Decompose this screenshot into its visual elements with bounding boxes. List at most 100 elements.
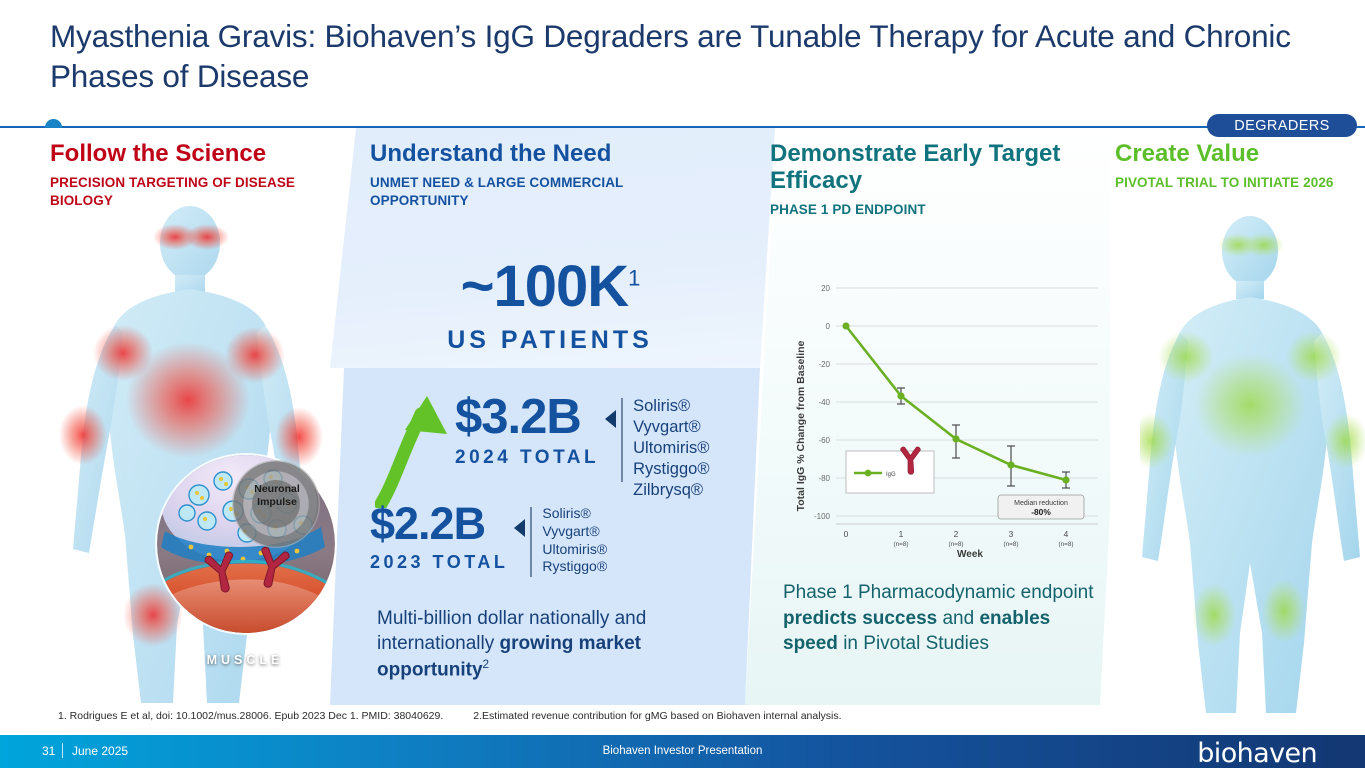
list-item: Ultomiris® bbox=[542, 540, 608, 557]
list-item: Zilbrysq® bbox=[633, 480, 704, 499]
footer-deck-title: Biohaven Investor Presentation bbox=[602, 745, 763, 757]
svg-text:-20: -20 bbox=[818, 360, 830, 369]
svg-text:-80%: -80% bbox=[1031, 507, 1051, 517]
svg-text:-80: -80 bbox=[818, 474, 830, 483]
list-item: Soliris® bbox=[542, 505, 591, 521]
revenue-2023-amount: $2.2B bbox=[370, 498, 486, 549]
us-patients-stat: ~100K1 US PATIENTS bbox=[380, 258, 720, 355]
svg-text:20: 20 bbox=[821, 284, 830, 293]
igg-reduction-line-chart: 20 0 -20 -40 -60 -80 -100 Total IgG % Ch… bbox=[795, 284, 1098, 558]
list-item: Rystiggo® bbox=[633, 459, 710, 478]
list-item: Ultomiris® bbox=[633, 438, 710, 457]
footnotes: 1. Rodrigues E et al, doi: 10.1002/mus.2… bbox=[58, 710, 1058, 722]
caret-left-icon bbox=[605, 410, 617, 428]
divider bbox=[530, 507, 533, 577]
column-heading: Follow the Science bbox=[50, 140, 267, 167]
caption-part2: and bbox=[937, 607, 980, 629]
column-header-understand-the-need: Understand the Need UNMET NEED & LARGE C… bbox=[370, 140, 720, 209]
svg-text:-60: -60 bbox=[818, 436, 830, 445]
svg-text:Median reduction: Median reduction bbox=[1014, 500, 1068, 507]
market-footnote-marker: 2 bbox=[482, 657, 490, 671]
svg-text:(n=8): (n=8) bbox=[1003, 541, 1018, 548]
svg-text:(n=8): (n=8) bbox=[1058, 541, 1073, 548]
chart-gridlines bbox=[836, 287, 1098, 517]
chart-legend: IgG bbox=[845, 446, 935, 494]
footer-separator bbox=[62, 743, 63, 758]
biohaven-logo: biohaven bbox=[1197, 738, 1317, 769]
svg-text:4: 4 bbox=[1064, 529, 1069, 539]
header-divider-line bbox=[0, 126, 1365, 128]
status-badge: DEGRADERS bbox=[1207, 114, 1357, 137]
chart-x-axis-label: Week bbox=[957, 549, 983, 558]
human-body-red-hotspots-illustration bbox=[59, 206, 323, 703]
impulse-label-line1: Neuronal bbox=[254, 483, 300, 495]
column-panel-need-top bbox=[330, 128, 775, 368]
column-heading: Understand the Need bbox=[370, 140, 612, 167]
revenue-2023-text: $2.2B 2023 TOTAL bbox=[370, 498, 509, 573]
footnote-1: 1. Rodrigues E et al, doi: 10.1002/mus.2… bbox=[58, 710, 444, 722]
svg-text:(n=8): (n=8) bbox=[893, 541, 908, 548]
list-item: Vyvgart® bbox=[633, 417, 701, 436]
human-body-green-highlights-illustration bbox=[1140, 216, 1365, 713]
caret-left-icon bbox=[514, 519, 526, 537]
column-panel-efficacy bbox=[745, 128, 1130, 705]
revenue-2024-text: $3.2B 2024 TOTAL bbox=[455, 390, 600, 469]
neuronal-impulse-label: Neuronal Impulse bbox=[239, 483, 315, 509]
drug-list-2023: Soliris® Vyvgart® Ultomiris® Rystiggo® bbox=[542, 505, 607, 576]
revenue-2024-amount: $3.2B bbox=[455, 390, 582, 444]
caption-bold1: predicts success bbox=[783, 607, 938, 629]
market-text-bold: growing market opportunity bbox=[377, 633, 642, 680]
svg-text:IgG: IgG bbox=[886, 472, 896, 478]
column-header-demonstrate-early-target-efficacy: Demonstrate Early Target Efficacy PHASE … bbox=[770, 140, 1070, 219]
chart-xtick-labels: 0 1 (n=8) 2 (n=8) 3 (n=8) 4 (n=8) bbox=[844, 529, 1074, 548]
column-panel-need-bottom bbox=[330, 368, 760, 705]
list-item: Soliris® bbox=[633, 397, 691, 415]
footer-date: June 2025 bbox=[72, 744, 129, 758]
revenue-2024-block: $3.2B 2024 TOTAL Soliris® Vyvgart® Ultom… bbox=[455, 390, 709, 501]
chart-ytick-labels: 20 0 -20 -40 -60 -80 -100 bbox=[814, 284, 831, 521]
drug-list-2024: Soliris® Vyvgart® Ultomiris® Rystiggo® Z… bbox=[633, 396, 709, 501]
svg-text:-100: -100 bbox=[814, 512, 831, 521]
svg-text:-40: -40 bbox=[818, 398, 830, 407]
patients-caption: US PATIENTS bbox=[447, 326, 653, 354]
market-text-plain: Multi-billion dollar nationally and inte… bbox=[377, 608, 647, 655]
column-header-follow-the-science: Follow the Science PRECISION TARGETING O… bbox=[50, 140, 340, 209]
column-heading: Demonstrate Early Target Efficacy bbox=[770, 140, 1061, 195]
svg-text:2: 2 bbox=[954, 529, 959, 539]
column-subheading: PHASE 1 PD ENDPOINT bbox=[770, 202, 926, 218]
list-item: Vyvgart® bbox=[542, 522, 600, 539]
caption-bold2: enables speed bbox=[783, 607, 1051, 655]
growth-arrow-icon bbox=[375, 396, 447, 508]
footer-bar bbox=[0, 735, 1365, 768]
column-heading: Create Value bbox=[1115, 140, 1260, 167]
impulse-label-line2: Impulse bbox=[257, 496, 297, 509]
revenue-2024-year-label: 2024 TOTAL bbox=[455, 446, 600, 468]
column-subheading: PRECISION TARGETING OF DISEASE BIOLOGY bbox=[50, 175, 296, 208]
efficacy-caption: Phase 1 Pharmacodynamic endpoint predict… bbox=[783, 580, 1103, 657]
chart-y-axis-label: Total IgG % Change from Baseline bbox=[795, 340, 807, 511]
column-subheading: PIVOTAL TRIAL TO INITIATE 2026 bbox=[1115, 175, 1334, 191]
divider bbox=[621, 398, 624, 482]
market-opportunity-text: Multi-billion dollar nationally and inte… bbox=[377, 606, 707, 682]
patients-number: ~100K bbox=[460, 254, 630, 319]
chart-annotation-callout: Median reduction -80% bbox=[997, 494, 1085, 520]
svg-text:(n=8): (n=8) bbox=[948, 541, 963, 548]
column-subheading: UNMET NEED & LARGE COMMERCIAL OPPORTUNIT… bbox=[370, 175, 624, 208]
svg-text:1: 1 bbox=[899, 529, 904, 539]
neuronal-impulse-disc bbox=[232, 460, 320, 548]
svg-text:3: 3 bbox=[1009, 529, 1014, 539]
column-header-create-value: Create Value PIVOTAL TRIAL TO INITIATE 2… bbox=[1115, 140, 1355, 192]
caption-part3: in Pivotal Studies bbox=[837, 633, 989, 655]
patients-value: ~100K1 bbox=[380, 258, 720, 316]
list-item: Rystiggo® bbox=[542, 558, 608, 575]
chart-data-points bbox=[842, 322, 1070, 484]
caption-part1: Phase 1 Pharmacodynamic endpoint bbox=[783, 582, 1094, 603]
footer-page-number: 31 bbox=[42, 744, 56, 758]
svg-text:0: 0 bbox=[844, 529, 849, 539]
footnote-2: 2.Estimated revenue contribution for gMG… bbox=[473, 710, 842, 722]
svg-text:0: 0 bbox=[826, 322, 831, 331]
revenue-2023-year-label: 2023 TOTAL bbox=[370, 551, 509, 572]
muscle-label: MUSCLE bbox=[206, 653, 284, 667]
patients-footnote-marker: 1 bbox=[628, 265, 640, 291]
page-title: Myasthenia Gravis: Biohaven’s IgG Degrad… bbox=[50, 18, 1291, 95]
